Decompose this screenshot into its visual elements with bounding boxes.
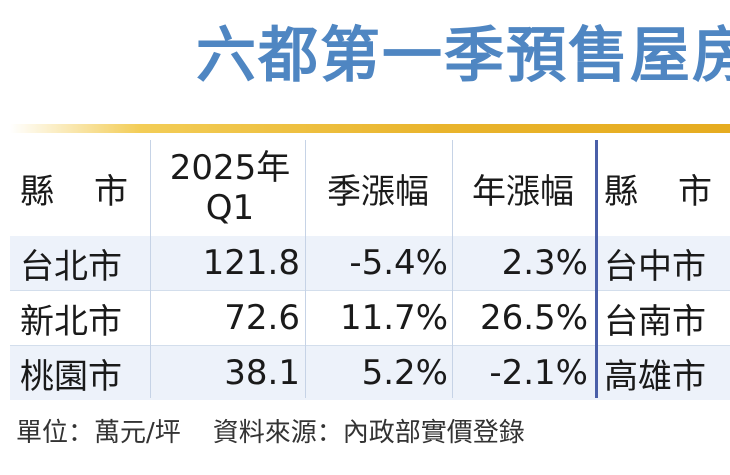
header-county-2: 縣市 xyxy=(604,171,712,212)
table-header-row: 縣市 2025年 Q1 季漲幅 年漲幅 縣市 xyxy=(10,140,730,237)
qoq-cell: -5.4% xyxy=(349,243,448,283)
yoy-cell: 26.5% xyxy=(479,298,588,338)
page-title: 六都第一季預售屋房 xyxy=(196,21,730,91)
header-qoq: 季漲幅 xyxy=(327,171,429,212)
section-divider xyxy=(595,140,598,398)
header-q1-quarter: Q1 xyxy=(205,188,255,228)
yoy-cell: -2.1% xyxy=(489,353,588,393)
county-cell-2: 台中市 xyxy=(604,246,706,287)
header-q1-year: 2025年 xyxy=(169,148,291,188)
table-row: 新北市 72.6 11.7% 26.5% 台南市 xyxy=(10,291,730,346)
county-cell: 台北市 xyxy=(20,246,122,287)
header-yoy: 年漲幅 xyxy=(472,171,574,212)
footer-note: 單位：萬元/坪 資料來源：內政部實價登錄 xyxy=(16,412,525,449)
table-row: 台北市 121.8 -5.4% 2.3% 台中市 xyxy=(10,236,730,291)
header-county: 縣市 xyxy=(20,171,168,212)
county-cell-2: 高雄市 xyxy=(604,356,706,397)
title-accent-bar xyxy=(10,124,730,133)
county-cell: 桃園市 xyxy=(20,356,122,397)
source-note: 資料來源：內政部實價登錄 xyxy=(212,418,525,448)
county-cell-2: 台南市 xyxy=(604,301,706,342)
q1-price-cell: 121.8 xyxy=(202,243,300,283)
column-divider xyxy=(150,140,151,398)
table-row: 桃園市 38.1 5.2% -2.1% 高雄市 xyxy=(10,346,730,400)
qoq-cell: 5.2% xyxy=(361,353,448,393)
header-q1: 2025年 Q1 xyxy=(160,140,300,236)
column-divider xyxy=(305,140,306,398)
qoq-cell: 11.7% xyxy=(339,298,448,338)
q1-price-cell: 38.1 xyxy=(224,353,300,393)
q1-price-cell: 72.6 xyxy=(224,298,300,338)
county-cell: 新北市 xyxy=(20,301,122,342)
unit-note: 單位：萬元/坪 xyxy=(16,418,181,448)
column-divider xyxy=(452,140,453,398)
yoy-cell: 2.3% xyxy=(501,243,588,283)
